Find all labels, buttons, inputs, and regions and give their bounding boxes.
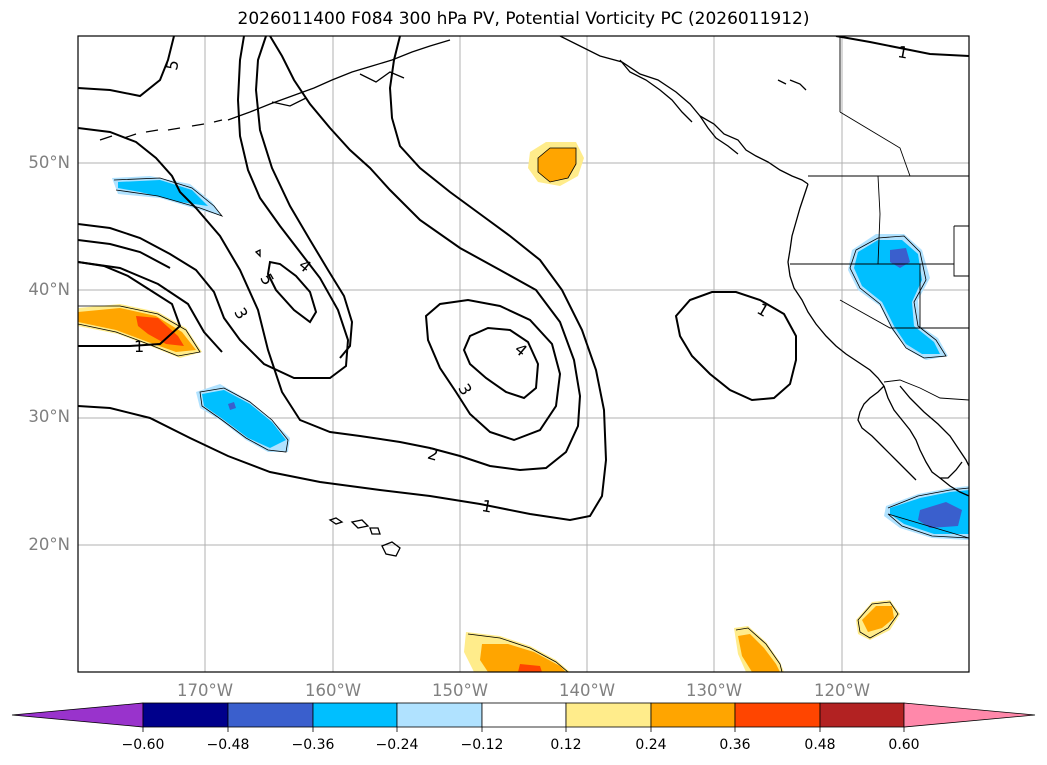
colorbar-extend-low (11, 702, 144, 728)
lon-label-150w: 150°W (431, 681, 489, 700)
alaska-peninsula (227, 39, 451, 121)
contour-label: 1 (896, 42, 909, 62)
us-west-coast (787, 183, 885, 387)
lon-label-130w: 130°W (685, 681, 743, 700)
contour-label: 4 (295, 255, 315, 276)
borders (790, 36, 969, 401)
contour-label: 1 (134, 337, 144, 356)
hawaii-4 (381, 541, 401, 557)
lat-label-40n: 40°N (28, 280, 70, 299)
pv-contours (78, 36, 969, 522)
contour-3 (78, 36, 350, 379)
colorbar-tick-label: −0.12 (460, 737, 504, 753)
lon-label-160w: 160°W (304, 681, 362, 700)
contour-label: 1 (754, 299, 772, 321)
contour-label: 4 (511, 339, 531, 360)
baja-california (857, 385, 963, 481)
colorbar-tick-label: 0.36 (719, 737, 751, 753)
hawaii-3 (369, 527, 381, 535)
contour-label: 3 (230, 304, 252, 322)
coastlines (99, 36, 969, 557)
contour-label: 2 (426, 444, 441, 465)
colorbar-tick-label: 0.24 (635, 737, 667, 753)
contour-4-west (78, 36, 354, 359)
lat-label-20n: 20°N (28, 535, 70, 554)
colorbar-tick-label: −0.60 (121, 737, 165, 753)
colorbar-tick-label: 0.48 (804, 737, 836, 753)
contour-2 (78, 36, 582, 472)
colorbar-extend-high (903, 702, 1036, 728)
shading-outlines (78, 147, 969, 672)
map-frame (77, 35, 970, 673)
contour-labels: 5 4 5 3 1 4 3 2 1 1 1 (134, 42, 910, 516)
pv-anomaly-shading (78, 142, 969, 672)
colorbar-tick-label: 0.12 (550, 737, 582, 753)
hawaii-2 (350, 519, 370, 529)
contour-label: 5 (162, 58, 182, 71)
contour-2-west (78, 261, 223, 353)
lat-label-50n: 50°N (28, 153, 70, 172)
contour-1-west-lobe (78, 261, 182, 347)
contour-1-northwest (78, 36, 175, 98)
hawaii-1 (328, 517, 344, 525)
contour-1-northeast (835, 36, 969, 57)
lon-label-120w: 120°W (813, 681, 871, 700)
us-mexico-border (883, 379, 969, 401)
colorbar-tick-label: −0.36 (291, 737, 335, 753)
lat-label-30n: 30°N (28, 407, 70, 426)
contour-1-east (674, 291, 797, 402)
colorbar-tick-label: −0.24 (375, 737, 419, 753)
colorbar-tick-label: 0.60 (888, 737, 920, 753)
alaska-panhandle-bc (559, 36, 809, 185)
contour-4-loop (266, 260, 318, 324)
contour-3-center (424, 298, 562, 442)
map-title: 2026011400 F084 300 hPa PV, Potential Vo… (237, 9, 810, 29)
contour-label: 1 (480, 496, 493, 516)
lon-label-140w: 140°W (558, 681, 616, 700)
colorbar-ticks (142, 727, 905, 732)
contour-4-center (462, 326, 540, 400)
colorbar-tick-label: −0.48 (206, 737, 250, 753)
contour-1-west (78, 36, 608, 522)
mexico-mainland (899, 385, 969, 467)
lon-label-170w: 170°W (176, 681, 234, 700)
colorbar (11, 702, 1036, 732)
